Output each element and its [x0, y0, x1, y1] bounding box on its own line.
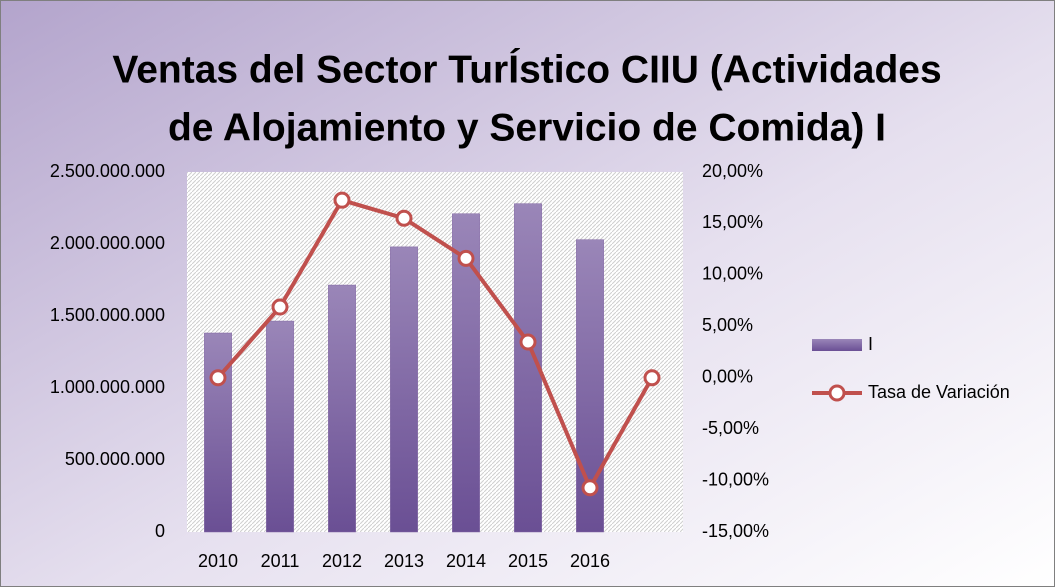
legend-label: I — [868, 334, 873, 354]
legend-label: Tasa de Variación — [868, 382, 1010, 402]
plot-area — [187, 172, 683, 532]
y2-tick-label: -15,00% — [702, 521, 769, 541]
y2-tick-label: 15,00% — [702, 212, 763, 232]
marker — [643, 369, 661, 387]
y2-tick-label: -10,00% — [702, 469, 769, 489]
legend-swatch — [828, 384, 846, 402]
marker — [333, 191, 351, 209]
x-tick-label: 2010 — [198, 551, 238, 571]
marker — [209, 369, 227, 387]
y-tick-label: 500.000.000 — [65, 449, 165, 469]
y2-tick-label: 0,00% — [702, 366, 753, 386]
x-tick-label: 2016 — [570, 551, 610, 571]
y-tick-label: 1.000.000.000 — [50, 377, 165, 397]
bar — [390, 246, 418, 533]
marker — [271, 298, 289, 316]
y-tick-label: 0 — [155, 521, 165, 541]
x-tick-label: 2015 — [508, 551, 548, 571]
y2-tick-label: 5,00% — [702, 315, 753, 335]
marker — [395, 209, 413, 227]
legend-swatch — [812, 339, 862, 351]
marker — [581, 479, 599, 497]
bar — [266, 320, 294, 533]
x-tick-label: 2011 — [261, 551, 300, 571]
y-tick-label: 2.000.000.000 — [50, 233, 165, 253]
bar — [328, 284, 356, 533]
chart-title: Ventas del Sector TurÍstico CIIU (Activi… — [112, 47, 941, 91]
line — [216, 198, 654, 490]
x-tick-label: 2013 — [384, 551, 424, 571]
marker — [519, 333, 537, 351]
bar — [204, 332, 232, 533]
chart-title: de Alojamiento y Servicio de Comida) I — [168, 106, 886, 149]
x-tick-label: 2014 — [446, 551, 486, 571]
y2-tick-label: -5,00% — [702, 418, 759, 438]
y2-tick-label: 20,00% — [702, 161, 763, 181]
x-tick-label: 2012 — [322, 551, 362, 571]
y2-tick-label: 10,00% — [702, 264, 763, 284]
marker — [457, 249, 475, 267]
y-tick-label: 2.500.000.000 — [50, 161, 165, 181]
y-tick-label: 1.500.000.000 — [50, 305, 165, 325]
